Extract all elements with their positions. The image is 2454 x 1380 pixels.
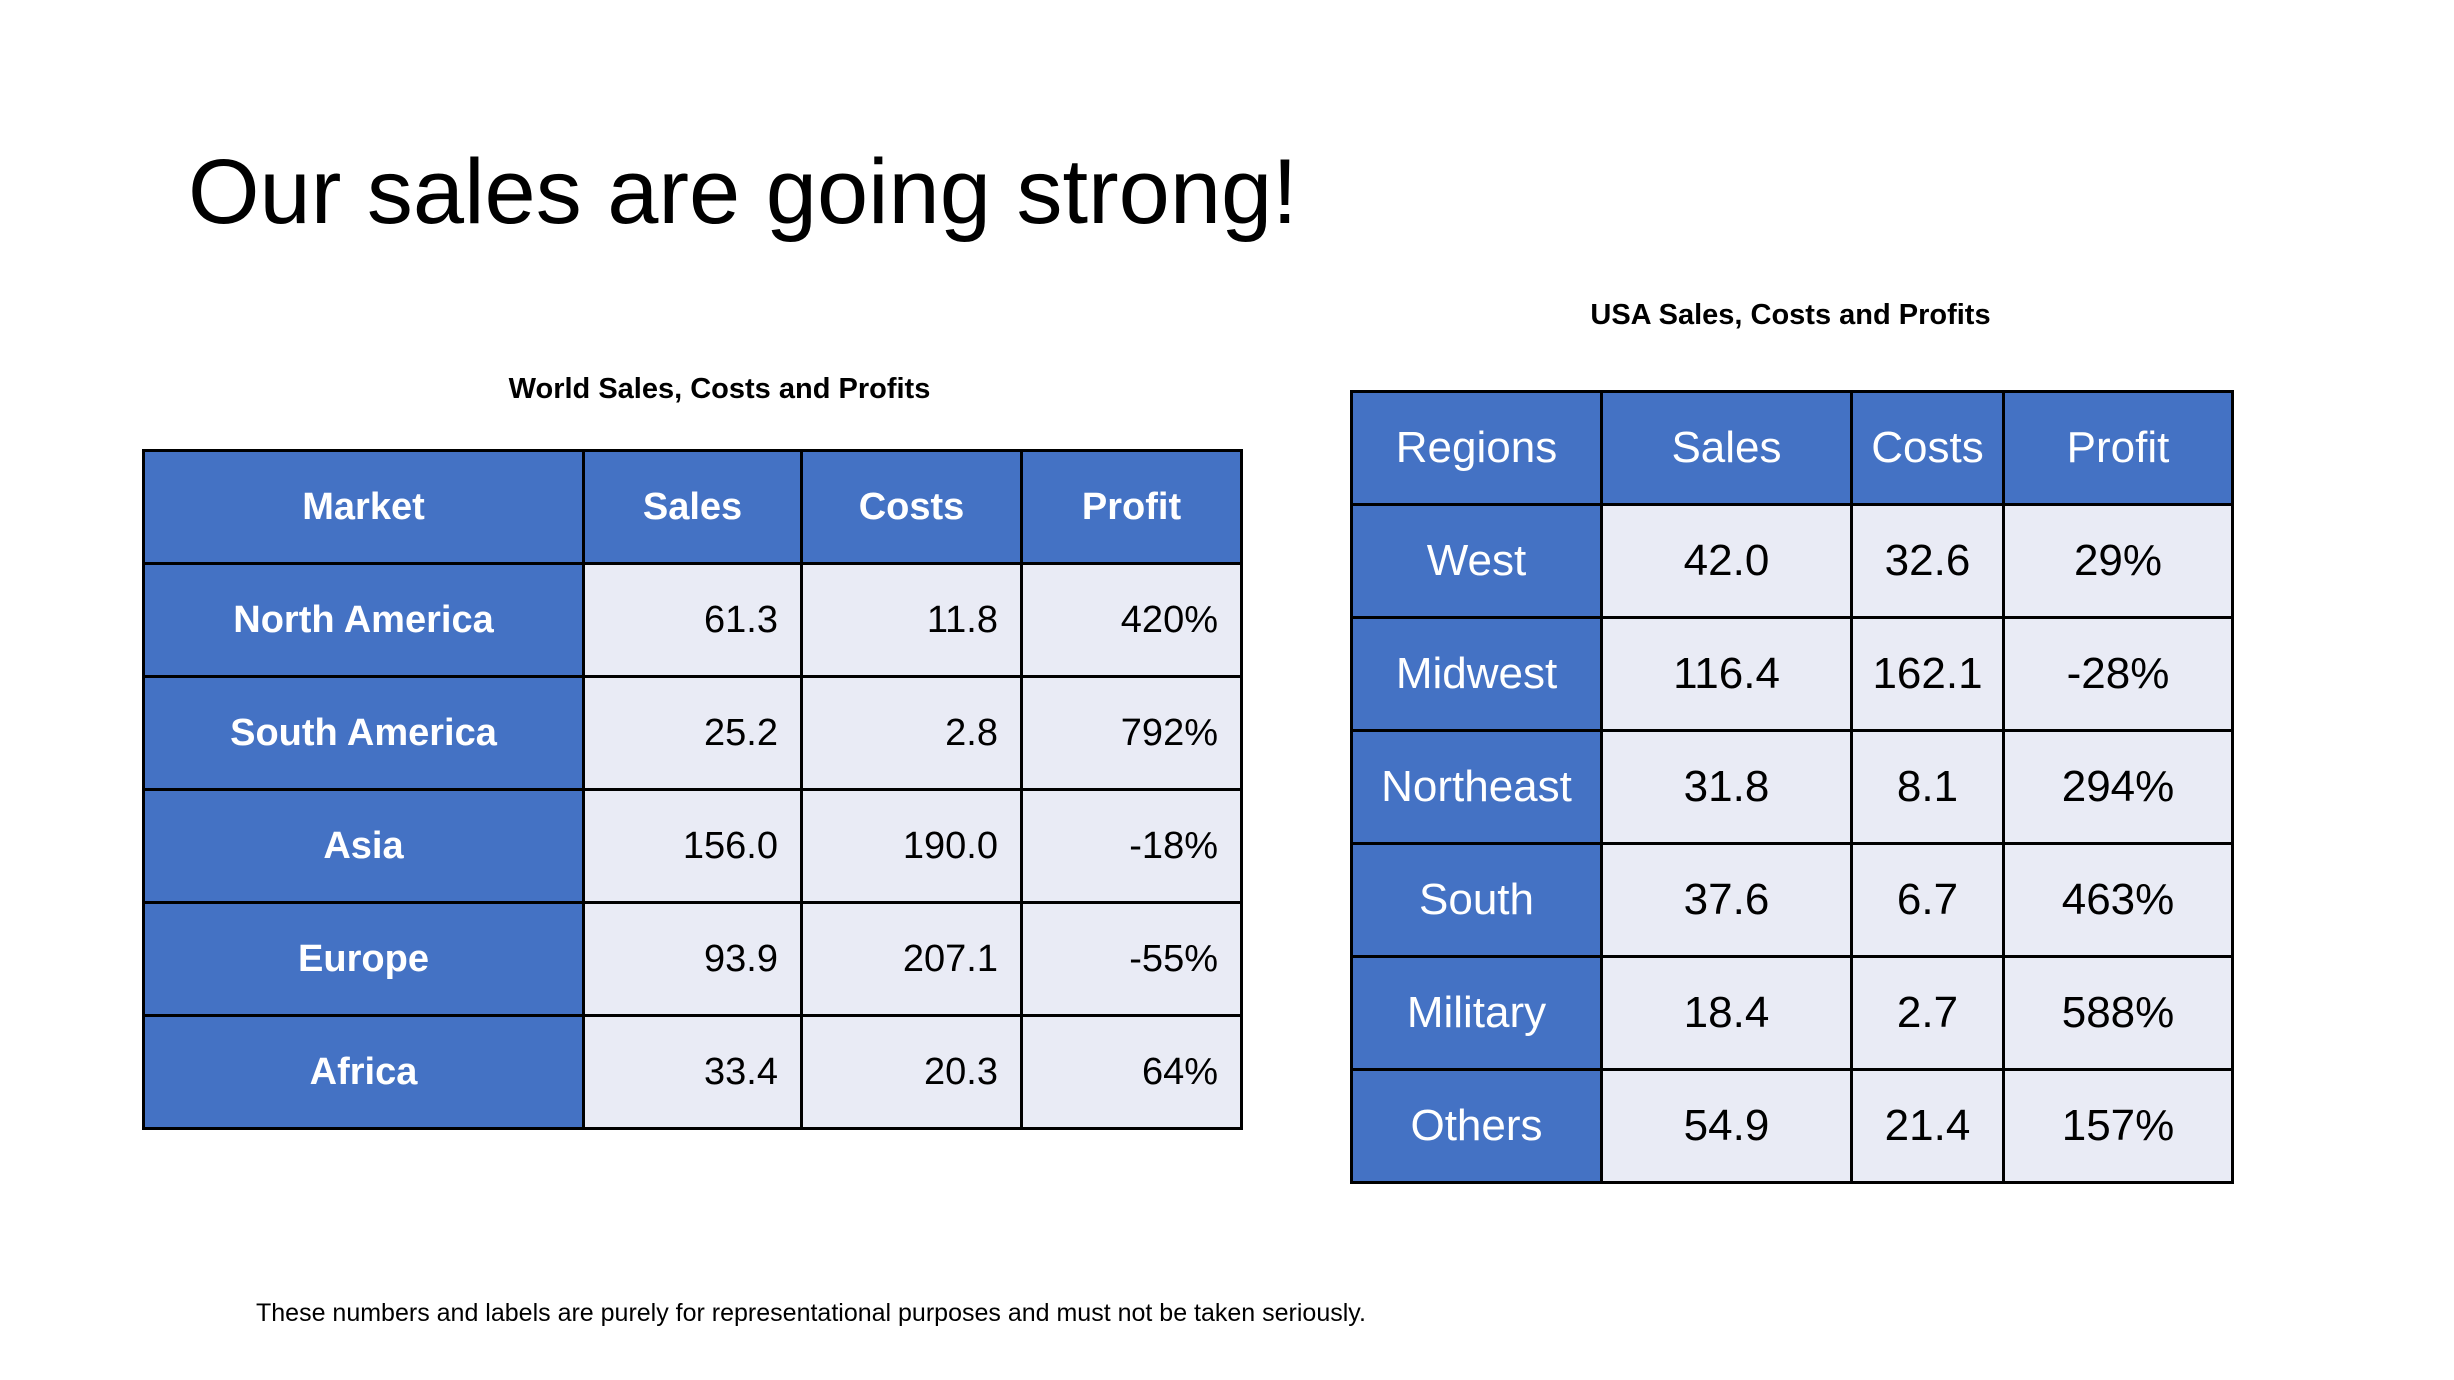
table-cell: 157% (2002, 1068, 2234, 1184)
table-cell: -18% (1020, 788, 1243, 904)
table-cell: 116.4 (1600, 616, 1853, 732)
table-cell: 8.1 (1850, 729, 2005, 845)
row-label: South (1350, 842, 1603, 958)
table-cell: 207.1 (800, 901, 1023, 1017)
table-row: Northeast 31.8 8.1 294% (1350, 729, 2234, 845)
table-row: Midwest 116.4 162.1 -28% (1350, 616, 2234, 732)
world-sales-table: Market Sales Costs Profit North America 61.3… (142, 449, 1243, 1130)
table-cell: 42.0 (1600, 503, 1853, 619)
table-cell: 93.9 (582, 901, 803, 1017)
usa-sales-table: Regions Sales Costs Profit West 42.0 32.6 29% M… (1350, 390, 2234, 1184)
table-cell: 61.3 (582, 562, 803, 678)
column-header: Profit (2002, 390, 2234, 506)
column-header: Market (142, 449, 585, 565)
usa-table-caption: USA Sales, Costs and Profits (1590, 299, 1991, 331)
table-cell: -28% (2002, 616, 2234, 732)
column-header: Costs (800, 449, 1023, 565)
table-cell: 420% (1020, 562, 1243, 678)
table-cell: 33.4 (582, 1014, 803, 1130)
row-label: Africa (142, 1014, 585, 1130)
table-cell: 64% (1020, 1014, 1243, 1130)
column-header: Sales (582, 449, 803, 565)
table-cell: 20.3 (800, 1014, 1023, 1130)
table-row: Others 54.9 21.4 157% (1350, 1068, 2234, 1184)
table-cell: 2.7 (1850, 955, 2005, 1071)
column-header: Costs (1850, 390, 2005, 506)
table-cell: 32.6 (1850, 503, 2005, 619)
table-cell: 162.1 (1850, 616, 2005, 732)
row-label: Others (1350, 1068, 1603, 1184)
footnote: These numbers and labels are purely for … (256, 1299, 1366, 1327)
table-row: North America 61.3 11.8 420% (142, 562, 1243, 678)
table-row: Europe 93.9 207.1 -55% (142, 901, 1243, 1017)
slide-title: Our sales are going strong! (188, 141, 1298, 243)
row-label: West (1350, 503, 1603, 619)
table-header-row: Market Sales Costs Profit (142, 449, 1243, 565)
row-label: Asia (142, 788, 585, 904)
row-label: North America (142, 562, 585, 678)
row-label: Northeast (1350, 729, 1603, 845)
table-cell: 463% (2002, 842, 2234, 958)
row-label: South America (142, 675, 585, 791)
table-cell: 6.7 (1850, 842, 2005, 958)
column-header: Regions (1350, 390, 1603, 506)
table-cell: 792% (1020, 675, 1243, 791)
table-cell: 588% (2002, 955, 2234, 1071)
table-cell: 31.8 (1600, 729, 1853, 845)
table-cell: 18.4 (1600, 955, 1853, 1071)
world-table-caption: World Sales, Costs and Profits (508, 373, 931, 405)
table-cell: 190.0 (800, 788, 1023, 904)
table-cell: -55% (1020, 901, 1243, 1017)
table-cell: 11.8 (800, 562, 1023, 678)
row-label: Midwest (1350, 616, 1603, 732)
table-cell: 21.4 (1850, 1068, 2005, 1184)
table-cell: 29% (2002, 503, 2234, 619)
column-header: Profit (1020, 449, 1243, 565)
row-label: Military (1350, 955, 1603, 1071)
table-row: South America 25.2 2.8 792% (142, 675, 1243, 791)
table-cell: 156.0 (582, 788, 803, 904)
table-row: Asia 156.0 190.0 -18% (142, 788, 1243, 904)
table-cell: 54.9 (1600, 1068, 1853, 1184)
column-header: Sales (1600, 390, 1853, 506)
table-row: Africa 33.4 20.3 64% (142, 1014, 1243, 1130)
row-label: Europe (142, 901, 585, 1017)
table-cell: 2.8 (800, 675, 1023, 791)
table-cell: 294% (2002, 729, 2234, 845)
table-header-row: Regions Sales Costs Profit (1350, 390, 2234, 506)
table-row: Military 18.4 2.7 588% (1350, 955, 2234, 1071)
table-cell: 37.6 (1600, 842, 1853, 958)
table-row: West 42.0 32.6 29% (1350, 503, 2234, 619)
table-cell: 25.2 (582, 675, 803, 791)
table-row: South 37.6 6.7 463% (1350, 842, 2234, 958)
